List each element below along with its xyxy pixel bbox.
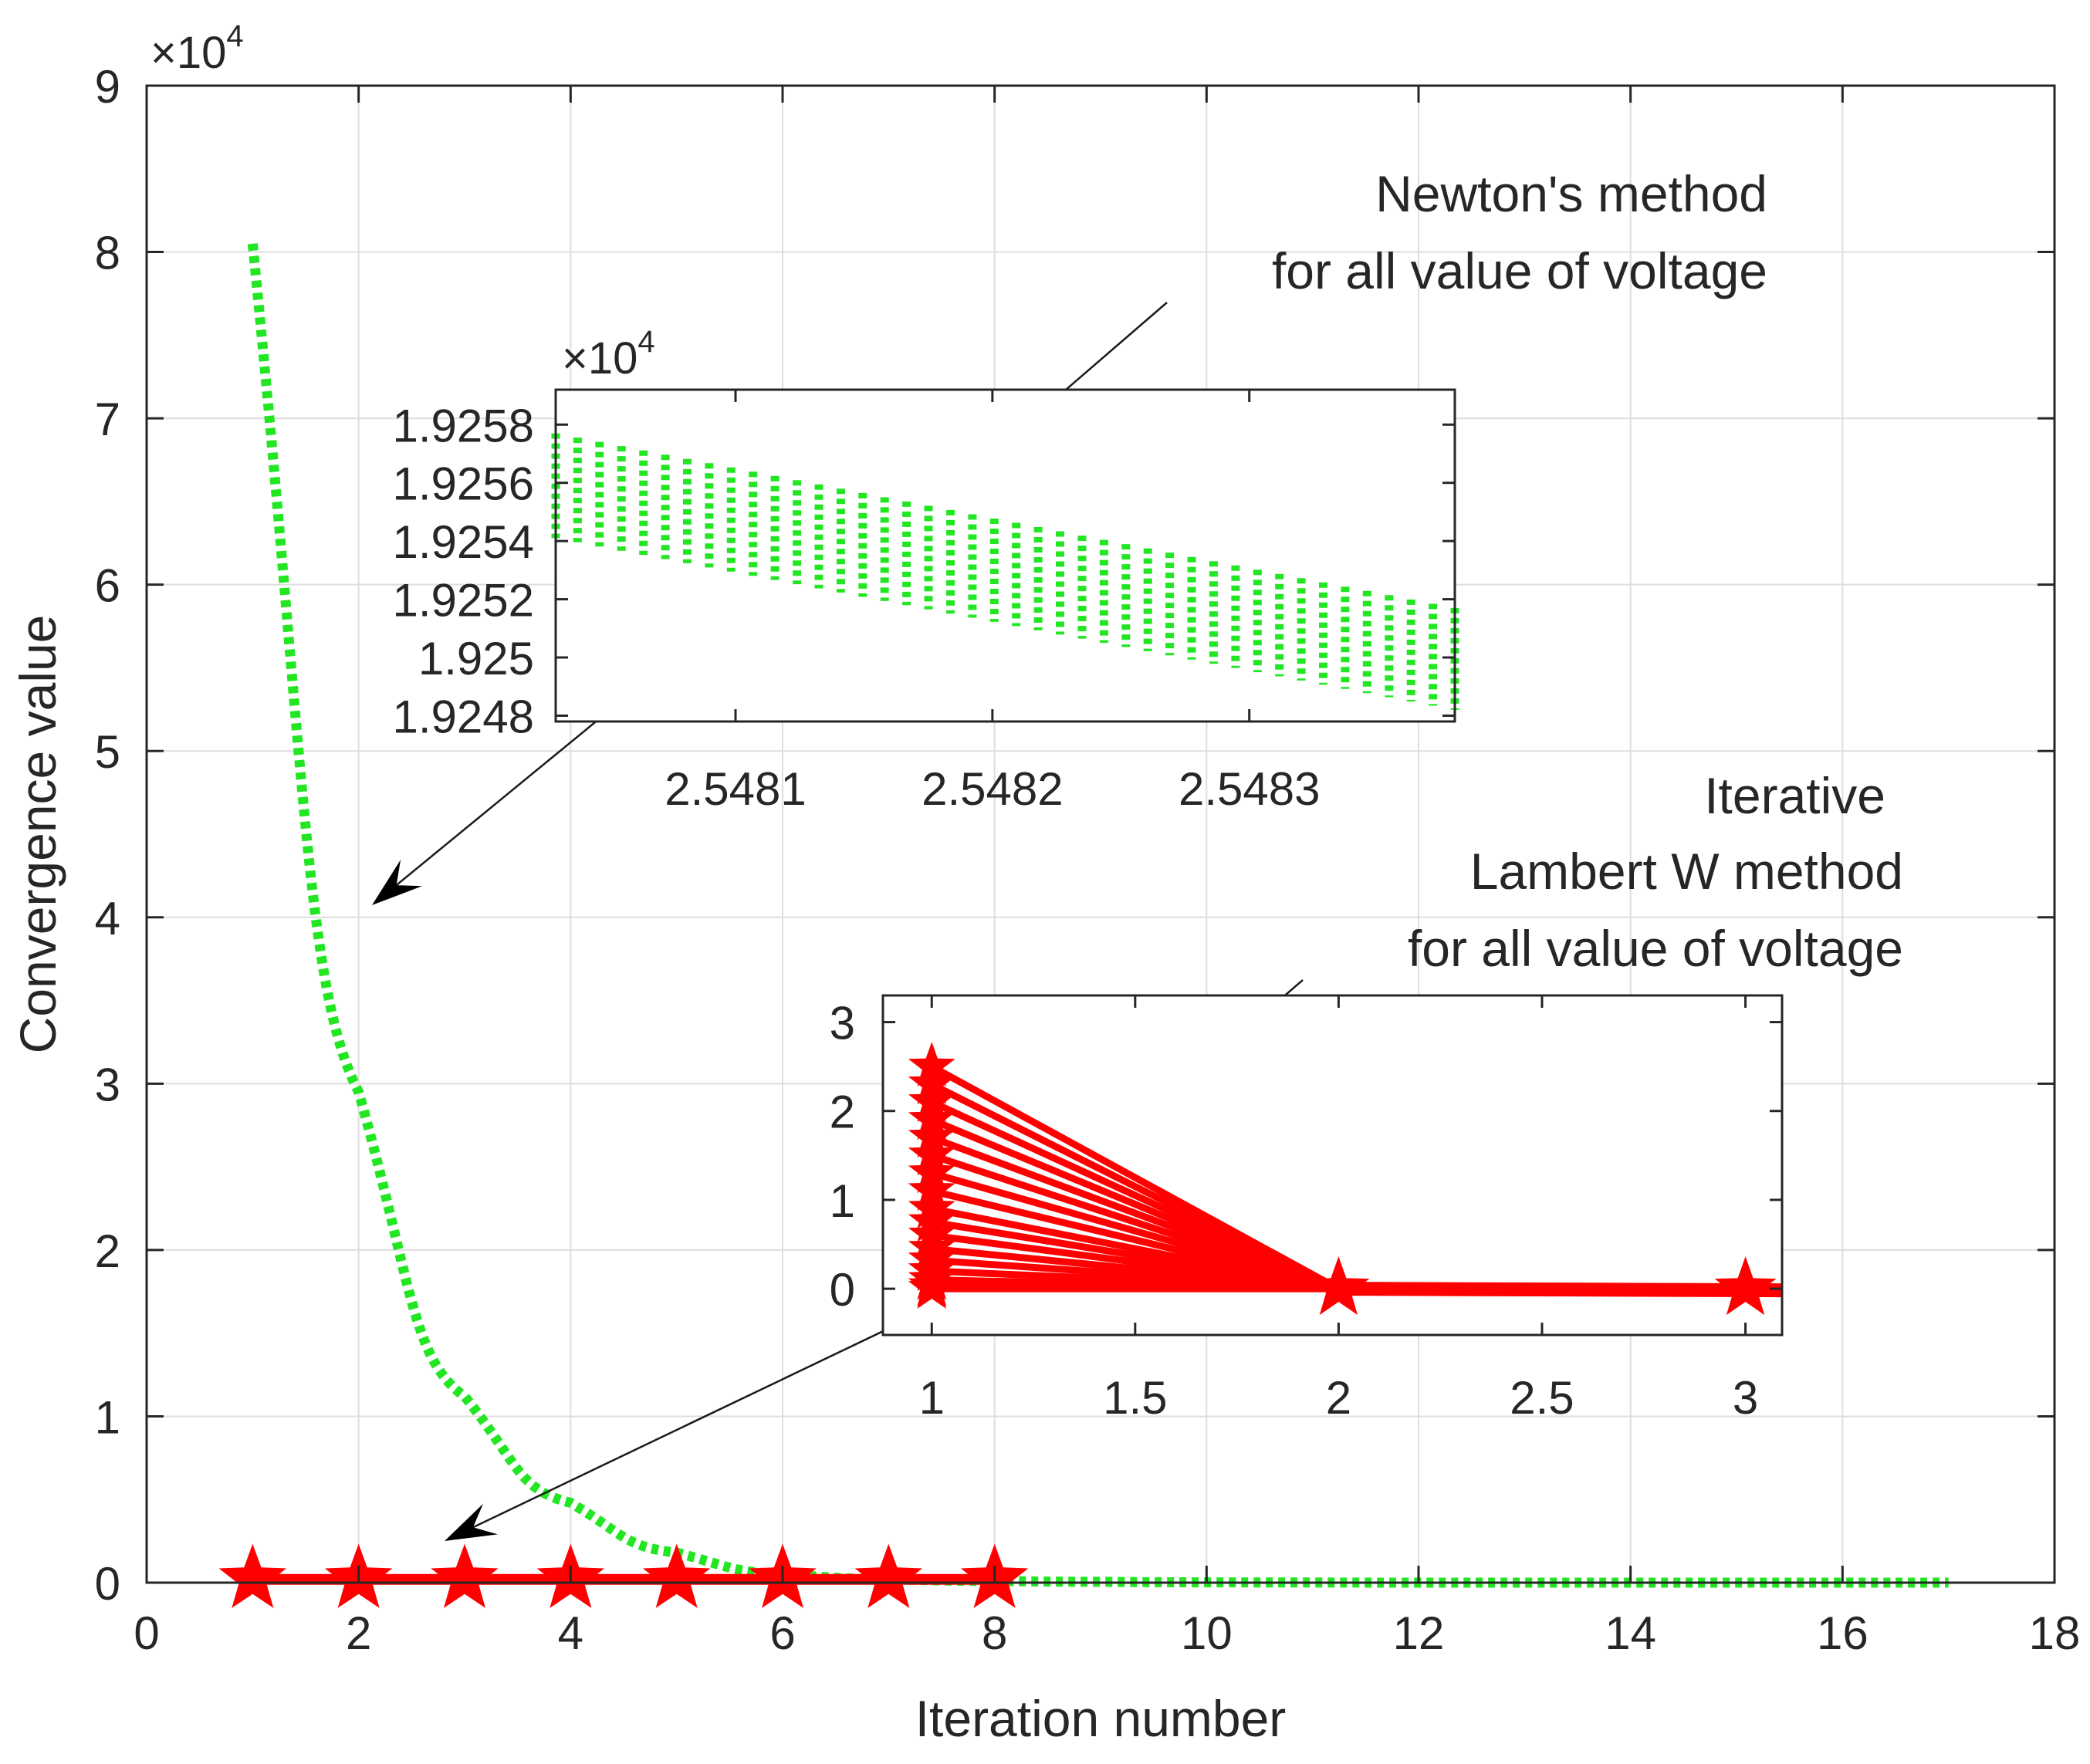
lambert-star-marker: [642, 1543, 711, 1608]
newton-inset-frame: [554, 388, 1456, 723]
x-axis-label: Iteration number: [915, 1690, 1287, 1747]
lambert-inset: 1 1.5 2 2.5 3 0 1 2 3: [830, 994, 1784, 1424]
lambert-inset-start-marker: [908, 1264, 955, 1309]
newton-inset-y-tick-label: 1.9258: [392, 400, 534, 451]
annotation-newton-line1: Newton's method: [1375, 165, 1767, 222]
annotations: Newton's method for all value of voltage…: [372, 165, 1903, 1541]
y-tick-label: 5: [95, 726, 120, 778]
lambert-inset-y-tick-label: 2: [830, 1086, 855, 1138]
main-plot-frame: [145, 84, 2056, 1584]
lambert-star-marker: [854, 1543, 923, 1608]
main-exponent: ×104: [150, 19, 244, 78]
annotation-newton-line2: for all value of voltage: [1272, 242, 1767, 299]
newton-inset-y-tick-label: 1.925: [418, 633, 534, 684]
lambert-star-marker: [431, 1543, 499, 1608]
x-tick-label: 8: [982, 1607, 1007, 1659]
lambert-star-marker: [218, 1543, 287, 1608]
lambert-inset-ticks: 1 1.5 2 2.5 3 0 1 2 3: [830, 995, 1782, 1424]
lambert-inset-x-tick-label: 3: [1733, 1372, 1758, 1424]
y-tick-label: 7: [95, 394, 120, 445]
lambert-inset-series: [908, 1042, 1783, 1316]
lambert-inset-end-marker: [1307, 1256, 1370, 1316]
x-tick-label: 10: [1181, 1607, 1233, 1659]
newton-inset-y-tick-label: 1.9256: [392, 458, 534, 510]
y-tick-label: 3: [95, 1059, 120, 1110]
lambert-inset-end-marker: [1714, 1256, 1777, 1316]
lambert-inset-tail: [1338, 1282, 1783, 1298]
lambert-inset-x-tick-label: 1: [919, 1372, 945, 1424]
y-tick-label: 2: [95, 1225, 120, 1277]
newton-inset-y-tick-label: 1.9248: [392, 691, 534, 742]
newton-inset-y-tick-label: 1.9254: [392, 516, 534, 568]
lambert-inset-x-tick-label: 2.5: [1510, 1372, 1574, 1424]
x-tick-label: 14: [1605, 1607, 1656, 1659]
arrow-lambert-inset-shaft: [472, 1316, 913, 1529]
lambert-inset-y-tick-label: 3: [830, 998, 855, 1049]
y-tick-label: 6: [95, 560, 120, 612]
x-tick-label: 0: [134, 1607, 159, 1659]
x-tick-label: 16: [1817, 1607, 1868, 1659]
newton-inset-exponent: ×104: [562, 325, 655, 384]
newton-inset-x-tick-label: 2.5483: [1179, 763, 1321, 815]
arrow-newton-inset-shaft: [395, 708, 613, 887]
x-tick-label: 6: [769, 1607, 795, 1659]
newton-inset: 2.5481 2.5482 2.5483 1.9248 1.925 1.9252 1.925…: [392, 325, 1459, 815]
y-tick-label: 9: [95, 61, 120, 113]
x-tick-label: 4: [558, 1607, 583, 1659]
y-axis-label: Convergence value: [9, 615, 66, 1054]
lambert-inset-x-tick-label: 2: [1326, 1372, 1351, 1424]
annotation-lambert-line3: for all value of voltage: [1408, 920, 1903, 977]
y-tick-label: 4: [95, 893, 120, 945]
x-tick-label: 12: [1393, 1607, 1445, 1659]
newton-inset-x-tick-label: 2.5482: [922, 763, 1064, 815]
annotation-lambert-line1: Iterative: [1704, 767, 1885, 824]
arrow-newton-inset-head: [372, 860, 422, 905]
x-tick-label: 2: [346, 1607, 371, 1659]
x-tick-label: 18: [2029, 1607, 2081, 1659]
lambert-inset-x-tick-label: 1.5: [1103, 1372, 1167, 1424]
newton-inset-ticks: 2.5481 2.5482 2.5483 1.9248 1.925 1.9252 1.925…: [392, 390, 1455, 815]
lambert-inset-y-tick-label: 1: [830, 1175, 855, 1227]
newton-inset-x-tick-label: 2.5481: [665, 763, 807, 815]
lambert-inset-frame: [881, 994, 1784, 1337]
annotation-lambert-line2: Lambert W method: [1470, 843, 1903, 900]
arrow-lambert-inset-head: [445, 1503, 498, 1541]
y-tick-label: 8: [95, 228, 120, 279]
newton-inset-y-tick-label: 1.9252: [392, 575, 534, 627]
y-tick-label: 0: [95, 1558, 120, 1610]
newton-inset-background: [556, 390, 1455, 721]
y-tick-label: 1: [95, 1391, 120, 1443]
lambert-inset-y-tick-label: 0: [830, 1264, 855, 1316]
